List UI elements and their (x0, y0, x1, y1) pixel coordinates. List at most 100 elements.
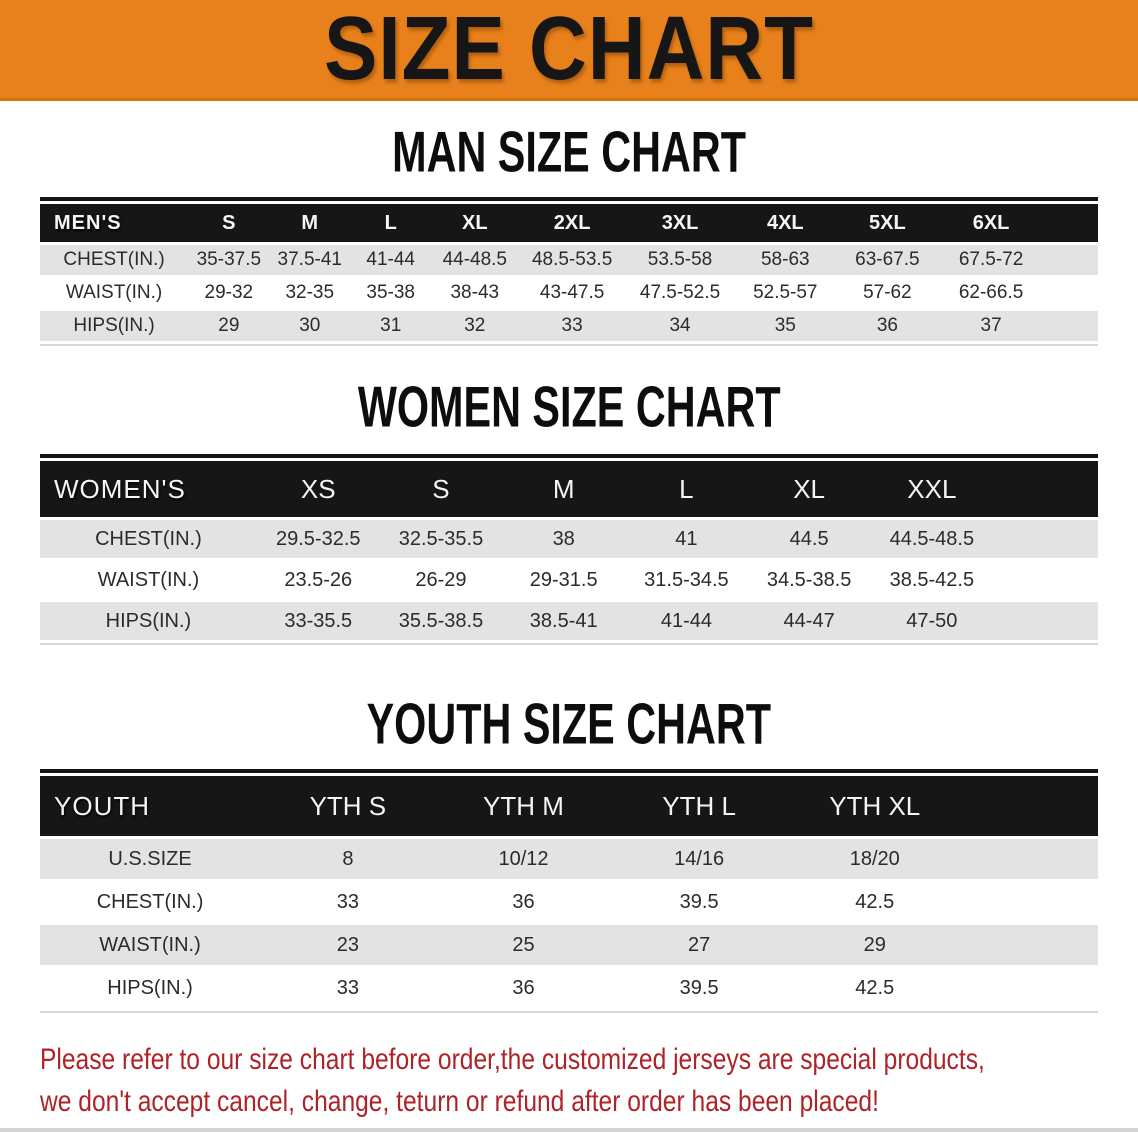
table-title-cell: WOMEN'S (40, 461, 257, 517)
size-value-cell: 42.5 (786, 882, 963, 922)
table-row: WAIST(IN.) 23.5-26 26-29 29-31.5 31.5-34.5 34… (40, 561, 1098, 599)
size-table-header-row: MEN'S S M L XL 2XL 3XL 4XL 5XL 6XL (40, 204, 1098, 242)
size-value-cell: 43-47.5 (518, 278, 627, 308)
filler-cell (962, 968, 1098, 1008)
table-title-cell: YOUTH (40, 776, 261, 836)
size-value-cell: 33 (260, 882, 436, 922)
table-row: U.S.SIZE 8 10/12 14/16 18/20 (40, 839, 1098, 879)
table-row: HIPS(IN.) 29 30 31 32 33 34 35 36 37 (40, 311, 1098, 341)
measurement-label: CHEST(IN.) (40, 882, 261, 922)
size-value-cell: 32 (431, 311, 519, 341)
size-value-cell: 36 (836, 311, 939, 341)
filler-cell (962, 776, 1098, 836)
size-value-cell: 57-62 (836, 278, 939, 308)
disclaimer-line-1: Please refer to our size chart before or… (40, 1043, 985, 1076)
size-value-cell: 14/16 (611, 839, 787, 879)
measurement-label: WAIST(IN.) (40, 561, 257, 599)
size-value-cell: 35-38 (349, 278, 432, 308)
filler-cell (1043, 278, 1098, 308)
size-value-cell: 29 (786, 925, 963, 965)
size-column-header: M (502, 461, 626, 517)
size-value-cell: 33-35.5 (256, 602, 380, 640)
size-value-cell: 31 (349, 311, 432, 341)
size-value-cell: 33 (260, 968, 436, 1008)
size-value-cell: 39.5 (611, 968, 787, 1008)
size-column-header: 4XL (733, 204, 837, 242)
measurement-label: WAIST(IN.) (40, 925, 261, 965)
table-row: HIPS(IN.) 33 36 39.5 42.5 (40, 968, 1098, 1008)
women-section-heading-text: WOMEN SIZE CHART (357, 373, 781, 439)
men-section-heading: MAN SIZE CHART (0, 119, 1138, 184)
size-value-cell: 41-44 (349, 245, 432, 275)
size-value-cell: 29-32 (188, 278, 270, 308)
table-row: WAIST(IN.) 23 25 27 29 (40, 925, 1098, 965)
size-value-cell: 8 (260, 839, 436, 879)
filler-cell (1043, 204, 1098, 242)
size-column-header: 3XL (626, 204, 734, 242)
size-column-header: YTH M (435, 776, 612, 836)
banner-title: SIZE CHART (324, 0, 814, 99)
size-value-cell: 33 (518, 311, 627, 341)
women-size-chart-section: WOMEN SIZE CHART WOMEN'S XS S M L XL XXL CHEST(… (0, 374, 1138, 645)
table-row: WAIST(IN.) 29-32 32-35 35-38 38-43 43-47.5 47.… (40, 278, 1098, 308)
size-value-cell: 23.5-26 (256, 561, 380, 599)
size-value-cell: 37.5-41 (269, 245, 350, 275)
size-value-cell: 18/20 (786, 839, 963, 879)
men-size-chart-section: MAN SIZE CHART MEN'S S M L XL 2XL 3XL 4XL 5XL 6XL… (0, 119, 1138, 346)
size-value-cell: 44.5-48.5 (870, 520, 994, 558)
table-row: CHEST(IN.) 33 36 39.5 42.5 (40, 882, 1098, 922)
size-table-header-row: WOMEN'S XS S M L XL XXL (40, 461, 1098, 517)
size-value-cell: 29 (188, 311, 270, 341)
size-value-cell: 39.5 (611, 882, 787, 922)
size-column-header: L (625, 461, 748, 517)
measurement-label: U.S.SIZE (40, 839, 261, 879)
size-value-cell: 27 (611, 925, 787, 965)
measurement-label: WAIST(IN.) (40, 278, 189, 308)
size-column-header: 6XL (938, 204, 1044, 242)
youth-size-table: YOUTH YTH S YTH M YTH L YTH XL U.S.SIZE 8 10/12… (40, 769, 1098, 1013)
filler-cell (1043, 245, 1098, 275)
size-value-cell: 32.5-35.5 (379, 520, 503, 558)
youth-section-heading-text: YOUTH SIZE CHART (366, 690, 772, 756)
measurement-label: HIPS(IN.) (40, 968, 261, 1008)
size-value-cell: 26-29 (379, 561, 503, 599)
filler-cell (993, 461, 1098, 517)
size-value-cell: 25 (435, 925, 612, 965)
size-value-cell: 58-63 (733, 245, 837, 275)
size-column-header: XL (431, 204, 519, 242)
size-value-cell: 44-47 (747, 602, 871, 640)
size-column-header: XL (747, 461, 871, 517)
women-size-table: WOMEN'S XS S M L XL XXL CHEST(IN.) 29.5-32.5 32.5… (40, 454, 1098, 645)
size-column-header: S (188, 204, 270, 242)
filler-cell (993, 520, 1098, 558)
size-column-header: YTH XL (786, 776, 963, 836)
filler-cell (962, 925, 1098, 965)
size-value-cell: 32-35 (269, 278, 350, 308)
size-value-cell: 35-37.5 (188, 245, 270, 275)
measurement-label: CHEST(IN.) (40, 245, 189, 275)
filler-cell (962, 882, 1098, 922)
table-title-cell: MEN'S (40, 204, 189, 242)
size-value-cell: 23 (260, 925, 436, 965)
size-value-cell: 63-67.5 (836, 245, 939, 275)
measurement-label: HIPS(IN.) (40, 311, 189, 341)
size-value-cell: 34.5-38.5 (747, 561, 871, 599)
filler-cell (962, 839, 1098, 879)
filler-cell (993, 561, 1098, 599)
filler-cell (993, 602, 1098, 640)
size-value-cell: 44-48.5 (431, 245, 519, 275)
size-value-cell: 38 (502, 520, 626, 558)
size-column-header: 2XL (518, 204, 627, 242)
table-row: CHEST(IN.) 35-37.5 37.5-41 41-44 44-48.5 48.5… (40, 245, 1098, 275)
size-column-header: S (379, 461, 503, 517)
youth-size-chart-section: YOUTH SIZE CHART YOUTH YTH S YTH M YTH L YTH… (0, 691, 1138, 1013)
size-value-cell: 36 (435, 882, 612, 922)
size-value-cell: 10/12 (435, 839, 612, 879)
size-value-cell: 35 (733, 311, 837, 341)
size-value-cell: 38.5-41 (502, 602, 626, 640)
size-value-cell: 41-44 (625, 602, 748, 640)
size-value-cell: 37 (938, 311, 1044, 341)
women-section-heading: WOMEN SIZE CHART (0, 374, 1138, 439)
size-table-header-row: YOUTH YTH S YTH M YTH L YTH XL (40, 776, 1098, 836)
disclaimer-line-2: we don't accept cancel, change, teturn o… (40, 1085, 879, 1118)
